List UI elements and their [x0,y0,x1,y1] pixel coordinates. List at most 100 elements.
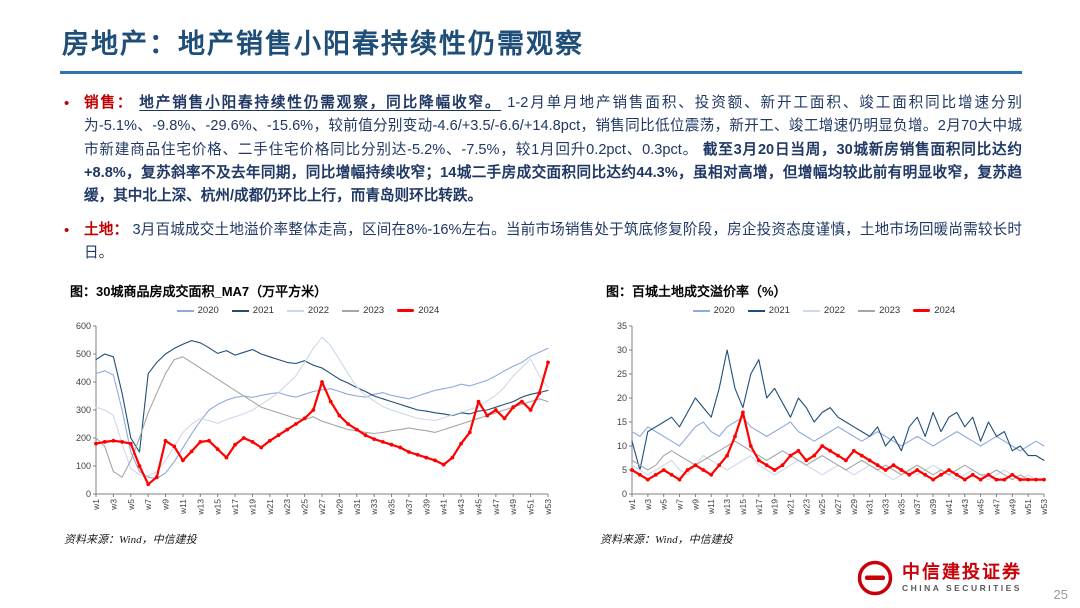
svg-text:w37: w37 [912,499,922,516]
svg-text:20: 20 [617,393,627,403]
legend-label-2023: 2023 [879,305,901,317]
svg-text:w13: w13 [722,499,732,516]
legend-swatch-2023 [342,309,360,312]
legend-item-2021: 2021 [747,305,790,317]
svg-text:w45: w45 [976,499,986,516]
svg-text:0: 0 [86,489,91,499]
svg-text:w23: w23 [801,499,811,516]
legend-item-2023: 2023 [858,305,900,316]
svg-text:w5: w5 [659,499,669,511]
legend-swatch-2024 [913,309,931,313]
chart-right-source: 资料来源：Wind，中信建投 [600,534,733,547]
svg-text:w49: w49 [508,499,518,516]
sales-area-line-chart: 0 100 200 300 400 500 600 w1 w3 w5 w7 w9 w11 w13 w15 w1… [76,321,553,516]
svg-text:w19: w19 [247,499,257,516]
svg-text:5: 5 [622,465,627,475]
land-premium-line-chart: 0 5 10 15 20 25 30 35 w1 w3 w5 w7 w9 w11 w13 w15 w17 w19 w… [617,321,1049,516]
legend-swatch-2022 [286,309,304,312]
svg-text:w37: w37 [404,499,414,516]
svg-text:w29: w29 [334,499,344,516]
svg-text:w25: w25 [817,499,827,516]
svg-text:w13: w13 [195,499,205,516]
svg-text:w11: w11 [178,499,188,515]
svg-text:w9: w9 [690,499,700,511]
svg-text:30: 30 [617,345,627,355]
legend-swatch-2020 [176,309,194,312]
svg-text:w23: w23 [282,499,292,516]
svg-text:w31: w31 [865,499,875,516]
chart-right-panel: 图：百城土地成交溢价率（%） 2020 2021 2022 2023 2024 0 5 10… [598,281,1050,547]
svg-text:w5: w5 [126,499,136,511]
svg-text:300: 300 [76,405,91,415]
svg-text:w27: w27 [833,499,843,516]
svg-text:10: 10 [617,441,627,451]
bullet-land-label: 土地： [84,221,129,238]
bullet-sales-weekly: 截至3月20日当周，30城新房销售面积同比达约+8.8%，复苏斜率不及去年同期，… [84,141,1022,205]
legend-swatch-2024 [397,309,415,313]
bullet-sales: 销售： 地产销售小阳春持续性仍需观察，同比降幅收窄。 1-2月单月地产销售面积、… [62,92,1022,209]
svg-text:w39: w39 [421,499,431,516]
svg-text:400: 400 [76,377,91,387]
chart-left-legend: 2020 2021 2022 2023 2024 [62,303,554,318]
svg-text:35: 35 [617,321,627,331]
svg-text:25: 25 [617,369,627,379]
svg-text:w3: w3 [108,499,118,511]
citic-logo: 中信建投证券 CHINA SECURITIES [855,558,1022,598]
svg-text:15: 15 [617,417,627,427]
svg-text:100: 100 [76,461,91,471]
legend-item-2022: 2022 [286,305,330,317]
legend-item-2020: 2020 [176,305,219,317]
legend-item-2022: 2022 [802,305,846,317]
legend-item-2024: 2024 [913,305,955,316]
citic-logo-icon [857,560,893,596]
svg-text:w33: w33 [881,499,891,516]
bullet-sales-thesis: 地产销售小阳春持续性仍需观察，同比降幅收窄。 [139,95,502,111]
chart-right-legend: 2020 2021 2022 2023 2024 [598,303,1050,318]
svg-text:w19: w19 [770,499,780,516]
legend-swatch-2021 [747,309,765,312]
svg-text:w1: w1 [627,499,637,511]
chart-left-panel: 图：30城商品房成交面积_MA7（万平方米） 2020 2021 2022 2023 2… [62,281,554,547]
svg-text:w51: w51 [1023,499,1033,516]
citic-logo-en: CHINA SECURITIES [902,582,1022,593]
svg-text:w25: w25 [300,499,310,516]
chart-right-title: 图：百城土地成交溢价率（%） [606,284,787,300]
svg-text:w15: w15 [213,499,223,516]
legend-label-2023: 2023 [363,305,385,317]
legend-swatch-2021 [231,309,249,312]
svg-text:w7: w7 [675,499,685,511]
svg-text:0: 0 [622,489,627,499]
svg-text:w27: w27 [317,499,327,516]
legend-label-2020: 2020 [713,305,735,317]
chart-left-title: 图：30城商品房成交面积_MA7（万平方米） [70,284,328,300]
legend-swatch-2020 [692,309,710,312]
svg-text:w49: w49 [1007,499,1017,516]
svg-text:w43: w43 [960,499,970,516]
legend-label-2021: 2021 [252,305,274,317]
legend-item-2024: 2024 [397,305,439,316]
legend-label-2022: 2022 [823,305,846,317]
legend-item-2023: 2023 [342,305,384,316]
page-title: 房地产：地产销售小阳春持续性仍需观察 [62,29,584,59]
legend-item-2020: 2020 [692,305,735,317]
svg-text:w39: w39 [928,499,938,516]
svg-text:w21: w21 [785,499,795,516]
body-text-block: 销售： 地产销售小阳春持续性仍需观察，同比降幅收窄。 1-2月单月地产销售面积、… [62,92,1022,265]
svg-text:w53: w53 [543,499,553,516]
svg-text:w1: w1 [91,499,101,511]
legend-label-2022: 2022 [307,305,330,317]
citic-logo-cn: 中信建投证券 [902,562,1022,583]
legend-item-2021: 2021 [231,305,274,317]
svg-text:500: 500 [76,349,91,359]
svg-text:w9: w9 [161,499,171,511]
legend-label-2020: 2020 [197,305,219,317]
legend-label-2024: 2024 [934,305,956,317]
bullet-sales-label: 销售： [84,95,134,111]
svg-text:w45: w45 [473,499,483,516]
svg-text:w35: w35 [387,499,397,516]
svg-text:w15: w15 [738,499,748,516]
legend-label-2021: 2021 [768,305,790,317]
svg-text:w11: w11 [706,499,716,515]
legend-label-2024: 2024 [418,305,440,317]
